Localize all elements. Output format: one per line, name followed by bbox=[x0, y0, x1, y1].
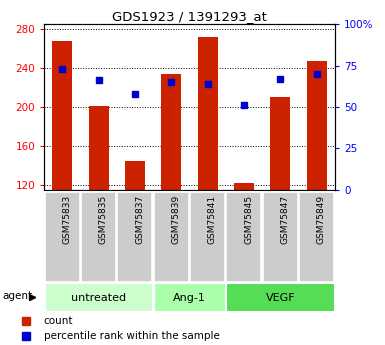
Text: GSM75845: GSM75845 bbox=[244, 195, 253, 244]
Bar bbox=[52, 41, 72, 190]
FancyBboxPatch shape bbox=[190, 191, 225, 282]
Bar bbox=[125, 160, 145, 190]
FancyBboxPatch shape bbox=[154, 191, 189, 282]
Bar bbox=[161, 74, 181, 190]
FancyBboxPatch shape bbox=[45, 284, 153, 312]
Text: GSM75833: GSM75833 bbox=[62, 195, 72, 244]
Text: GSM75835: GSM75835 bbox=[99, 195, 108, 244]
Text: VEGF: VEGF bbox=[266, 293, 295, 303]
Text: GSM75849: GSM75849 bbox=[317, 195, 326, 244]
Bar bbox=[89, 106, 109, 190]
Text: percentile rank within the sample: percentile rank within the sample bbox=[44, 331, 219, 341]
FancyBboxPatch shape bbox=[226, 191, 261, 282]
Text: GSM75847: GSM75847 bbox=[280, 195, 290, 244]
Bar bbox=[234, 183, 254, 190]
Title: GDS1923 / 1391293_at: GDS1923 / 1391293_at bbox=[112, 10, 267, 23]
FancyBboxPatch shape bbox=[81, 191, 116, 282]
Text: GSM75841: GSM75841 bbox=[208, 195, 217, 244]
FancyBboxPatch shape bbox=[117, 191, 152, 282]
FancyBboxPatch shape bbox=[226, 284, 335, 312]
Bar bbox=[270, 97, 290, 190]
FancyBboxPatch shape bbox=[45, 191, 80, 282]
Bar bbox=[307, 61, 327, 190]
Text: count: count bbox=[44, 316, 73, 326]
FancyBboxPatch shape bbox=[299, 191, 334, 282]
FancyBboxPatch shape bbox=[154, 284, 226, 312]
Bar bbox=[198, 37, 218, 190]
Text: GSM75837: GSM75837 bbox=[135, 195, 144, 244]
Text: Ang-1: Ang-1 bbox=[173, 293, 206, 303]
FancyBboxPatch shape bbox=[263, 191, 298, 282]
Text: agent: agent bbox=[2, 291, 32, 301]
Text: GSM75839: GSM75839 bbox=[171, 195, 181, 244]
Text: untreated: untreated bbox=[71, 293, 126, 303]
